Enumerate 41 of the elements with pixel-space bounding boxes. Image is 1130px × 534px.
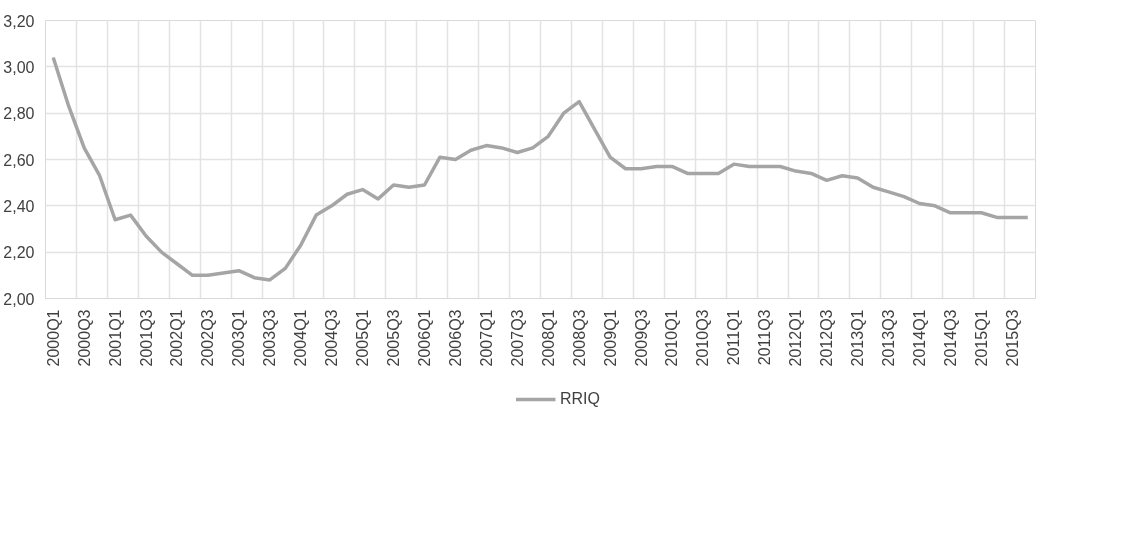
x-tick-label: 2002Q3 bbox=[199, 309, 217, 367]
y-tick-label: 3,00 bbox=[3, 58, 35, 76]
x-tick-label: 2008Q3 bbox=[570, 309, 588, 367]
x-tick-label: 2010Q1 bbox=[663, 309, 681, 367]
x-tick-label: 2006Q1 bbox=[415, 309, 433, 367]
x-tick-label: 2003Q3 bbox=[261, 309, 279, 367]
x-tick-label: 2001Q3 bbox=[137, 309, 155, 367]
x-tick-label: 2015Q3 bbox=[1003, 309, 1021, 367]
x-tick-label: 2009Q1 bbox=[601, 309, 619, 367]
x-tick-label: 2001Q1 bbox=[106, 309, 124, 367]
y-tick-label: 2,40 bbox=[3, 197, 35, 215]
x-tick-label: 2004Q3 bbox=[323, 309, 341, 367]
x-tick-label: 2013Q3 bbox=[880, 309, 898, 367]
x-tick-label: 2005Q1 bbox=[354, 309, 372, 367]
x-tick-label: 2014Q3 bbox=[941, 309, 959, 367]
y-tick-label: 2,80 bbox=[3, 105, 35, 123]
x-tick-label: 2011Q1 bbox=[725, 309, 743, 366]
x-tick-label: 2000Q3 bbox=[75, 309, 93, 367]
x-tick-label: 2006Q3 bbox=[446, 309, 464, 367]
line-series bbox=[51, 55, 1030, 282]
x-tick-label: 2007Q1 bbox=[477, 309, 495, 367]
y-tick-label: 2,00 bbox=[3, 290, 35, 308]
x-tick-label: 2007Q3 bbox=[508, 309, 526, 367]
x-tick-label: 2002Q1 bbox=[168, 309, 186, 367]
x-tick-label: 2014Q1 bbox=[910, 309, 928, 367]
x-tick-label: 2015Q1 bbox=[972, 309, 990, 367]
x-tick-label: 2005Q3 bbox=[385, 309, 403, 367]
y-tick-label: 2,60 bbox=[3, 151, 35, 169]
legend-label: RRIQ bbox=[560, 390, 600, 408]
x-tick-label: 2009Q3 bbox=[632, 309, 650, 367]
x-tick-label: 2000Q1 bbox=[44, 309, 62, 367]
x-tick-label: 2008Q1 bbox=[539, 309, 557, 367]
x-tick-label: 2011Q3 bbox=[756, 309, 774, 366]
x-tick-label: 2012Q1 bbox=[787, 309, 805, 367]
y-tick-label: 2,20 bbox=[3, 244, 35, 262]
x-tick-label: 2003Q1 bbox=[230, 309, 248, 367]
x-tick-label: 2012Q3 bbox=[818, 309, 836, 367]
y-tick-label: 3,20 bbox=[3, 12, 35, 30]
x-tick-label: 2013Q1 bbox=[849, 309, 867, 367]
x-tick-label: 2010Q3 bbox=[694, 309, 712, 367]
x-tick-label: 2004Q1 bbox=[292, 309, 310, 367]
